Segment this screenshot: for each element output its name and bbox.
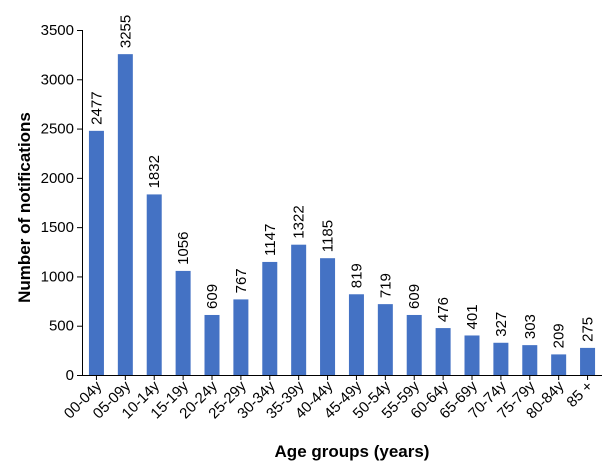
- bar: [233, 299, 249, 375]
- y-tick-label: 1000: [41, 268, 74, 285]
- data-label: 1185: [320, 220, 337, 252]
- y-tick-label: 3500: [41, 22, 74, 39]
- bar: [377, 304, 393, 375]
- y-tick-label: 1500: [41, 219, 74, 236]
- data-label: 1147: [262, 224, 279, 256]
- data-label: 209: [551, 323, 568, 348]
- data-label: 327: [493, 312, 510, 337]
- data-label: 819: [348, 263, 365, 288]
- x-tick-label: 85 +: [563, 378, 596, 411]
- bar: [348, 294, 364, 375]
- data-labels-group: 2477 3255 1832 1056 609 767 1147 1322 1185 819 719…: [88, 15, 596, 349]
- bar: [291, 244, 307, 375]
- bar: [551, 354, 567, 375]
- bar: [262, 261, 278, 375]
- bar: [175, 270, 191, 375]
- data-label: 609: [204, 284, 221, 309]
- data-label: 476: [435, 297, 452, 322]
- data-label: 303: [522, 314, 539, 339]
- bar: [406, 314, 422, 375]
- data-label: 719: [377, 273, 394, 298]
- y-tick-label: 2500: [41, 121, 74, 138]
- data-label: 3255: [117, 15, 134, 48]
- bar: [522, 345, 538, 375]
- bar: [146, 194, 162, 375]
- data-label: 2477: [88, 91, 105, 124]
- x-axis-ticks: 00-04y05-09y10-14y15-19y20-24y25-29y30-3…: [61, 375, 597, 422]
- y-tick-label: 3000: [41, 71, 74, 88]
- bar: [435, 328, 451, 375]
- data-label: 1056: [175, 232, 192, 265]
- bar: [204, 314, 220, 375]
- y-tick-label: 500: [49, 318, 74, 335]
- bar: [320, 258, 336, 375]
- y-tick-label: 2000: [41, 170, 74, 187]
- bar: [493, 342, 509, 375]
- y-axis-ticks: 0 500 1000 1500 2000 2500 3000 3500: [41, 22, 82, 384]
- y-axis-title: Number of notifications: [15, 112, 34, 303]
- data-label: 1322: [291, 205, 308, 238]
- data-label: 275: [580, 317, 597, 342]
- bar: [88, 130, 104, 375]
- x-axis-title: Age groups (years): [275, 442, 430, 461]
- data-label: 609: [406, 284, 423, 309]
- bar: [464, 335, 480, 375]
- data-label: 767: [233, 268, 250, 293]
- bar: [117, 54, 133, 376]
- data-label: 1832: [146, 155, 163, 188]
- bars-group: [88, 54, 596, 376]
- data-label: 401: [464, 304, 481, 329]
- y-tick-label: 0: [66, 367, 74, 384]
- bar: [580, 347, 596, 375]
